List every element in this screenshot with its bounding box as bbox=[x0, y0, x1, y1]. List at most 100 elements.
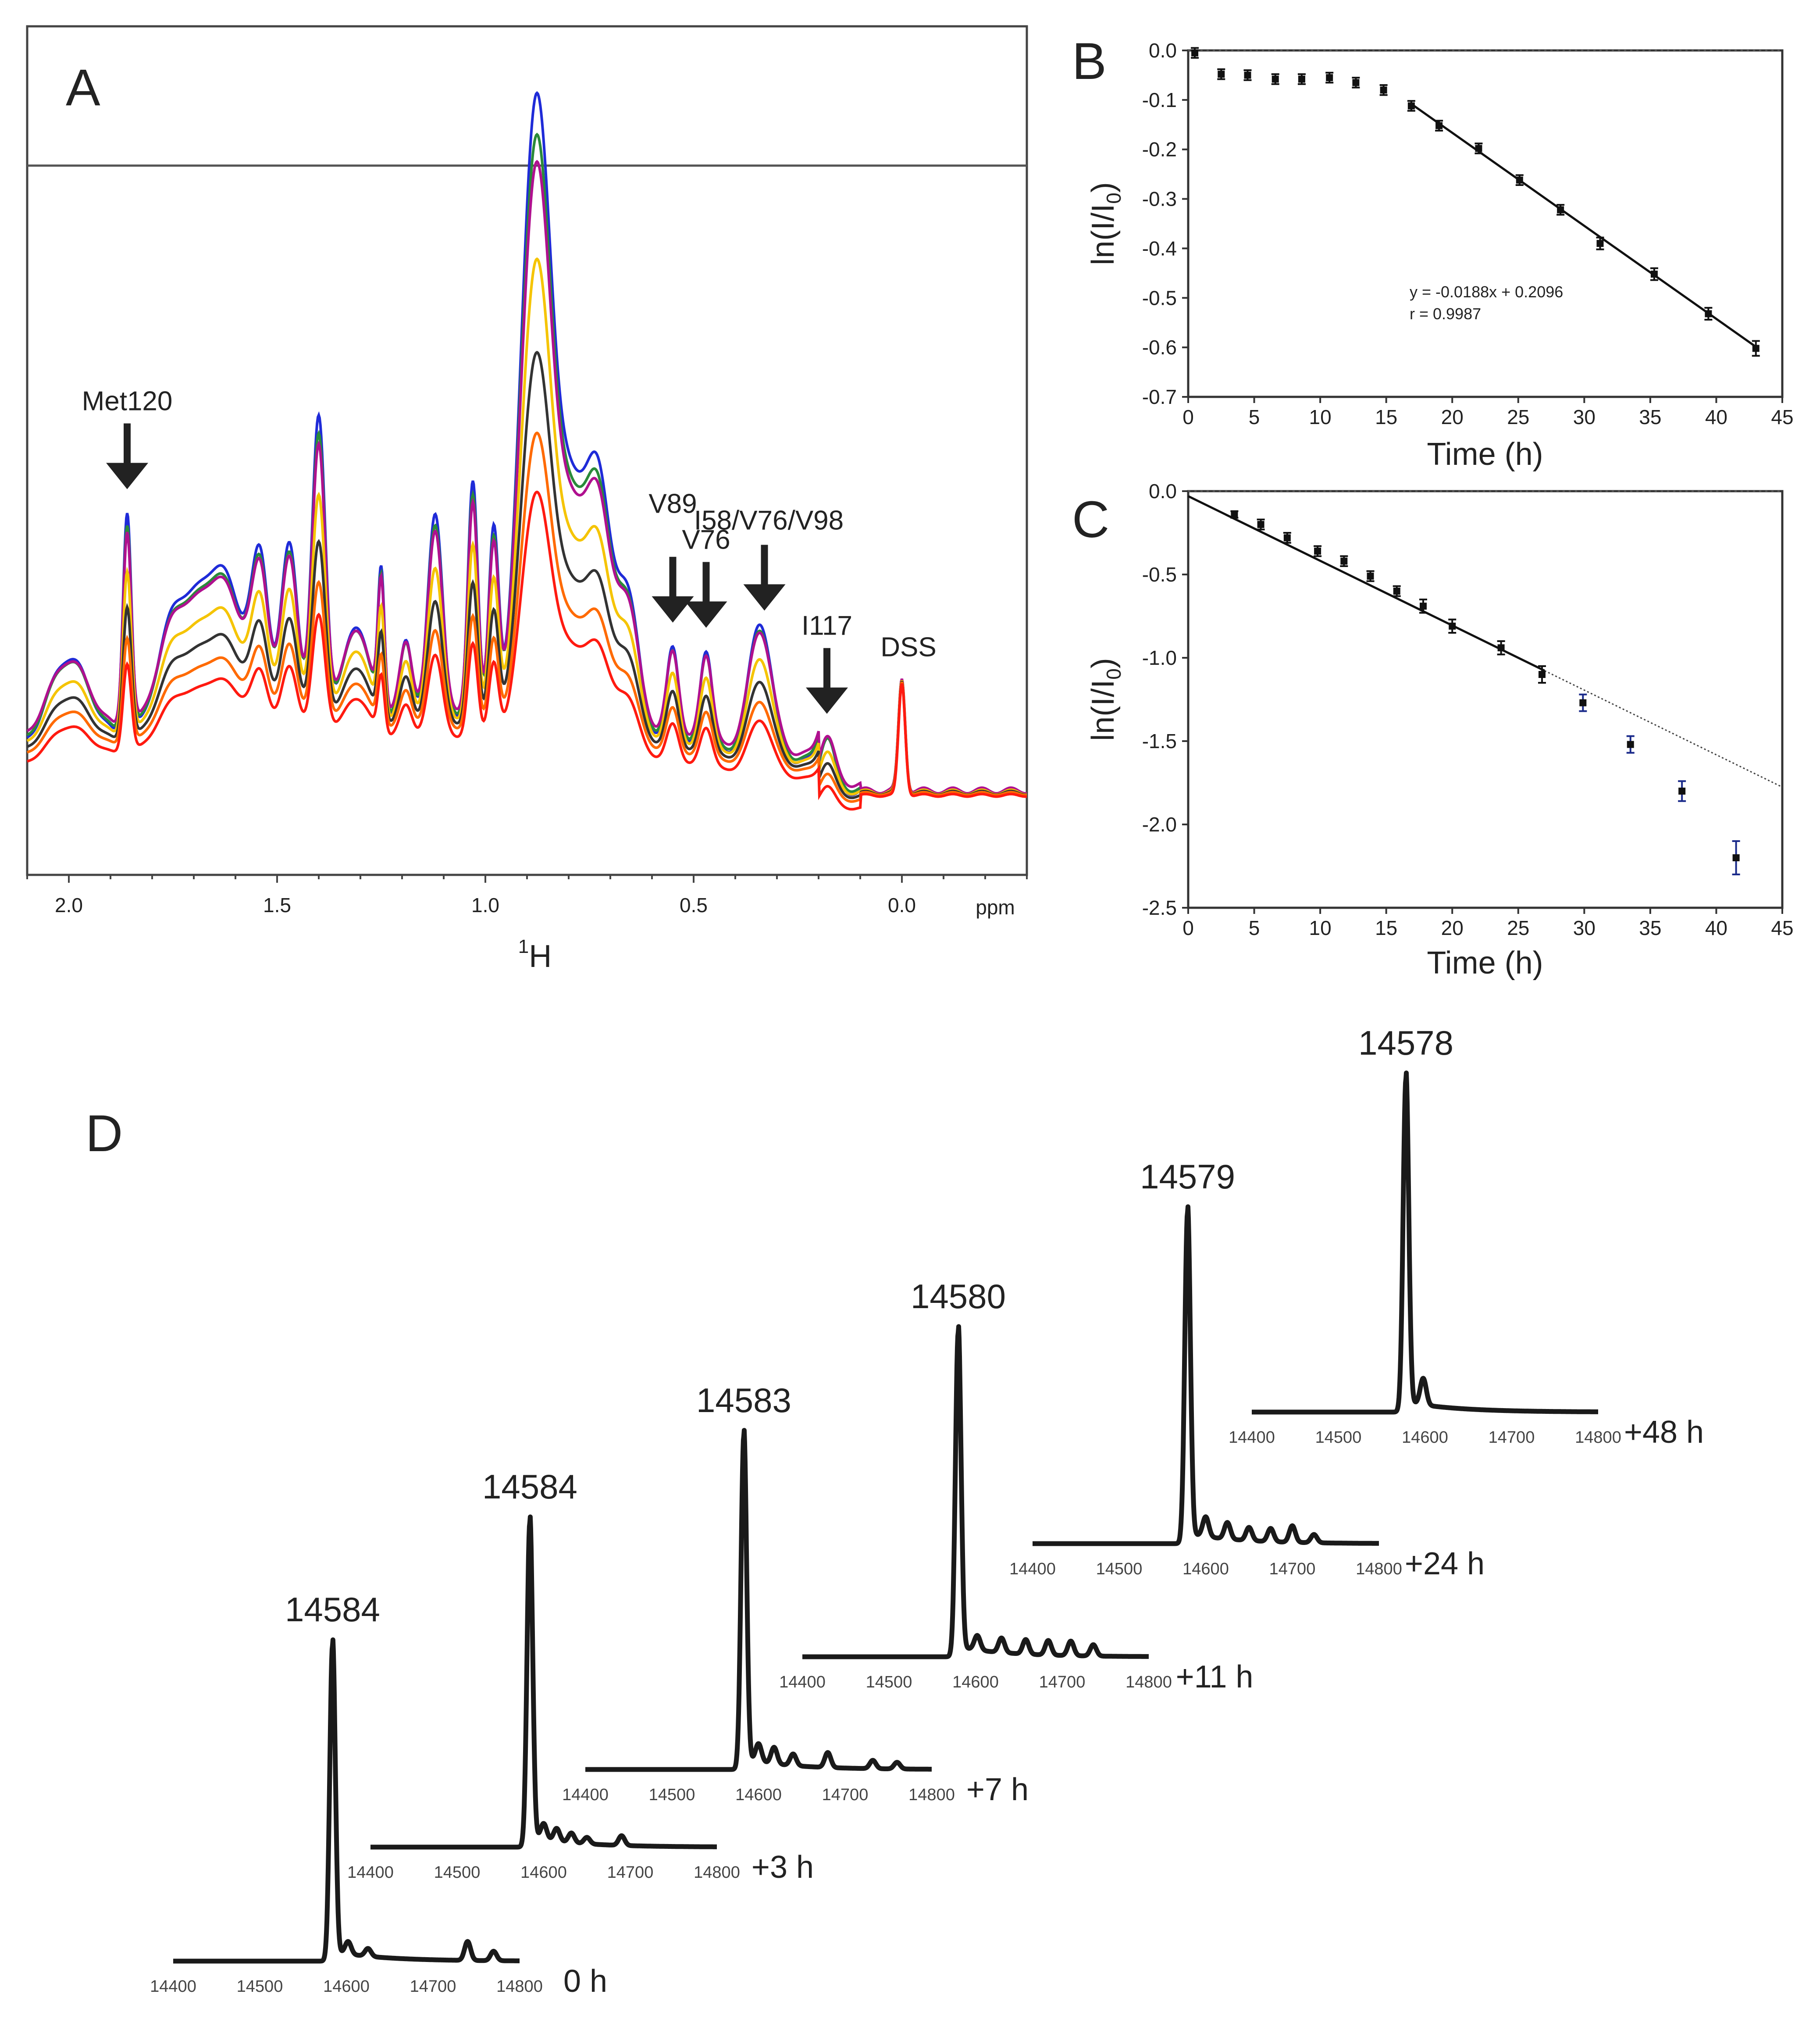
nmr-plot-frame bbox=[26, 25, 1028, 876]
plot-c-data-point bbox=[1678, 788, 1686, 795]
plot-c-data-point bbox=[1449, 622, 1456, 630]
mass-spectrum-0: 14400 14500 14600 14700 14800 14584 0 h bbox=[150, 1590, 607, 1999]
mass-spectrum-peak-label: 14580 bbox=[911, 1277, 1006, 1316]
plot-c-data-point bbox=[1732, 854, 1740, 861]
plot-c-data-point bbox=[1257, 521, 1264, 528]
annotation-dss: DSS bbox=[880, 632, 936, 663]
mass-spectrum-peak-label: 14584 bbox=[482, 1467, 577, 1506]
plot-b-data-point bbox=[1752, 345, 1759, 352]
plot-c-y-title-end: ) bbox=[1086, 658, 1121, 668]
mass-spectrum-time-label: +7 h bbox=[966, 1772, 1029, 1807]
nmr-series-orange bbox=[26, 431, 1027, 803]
plot-c-fit-extrapolation bbox=[1544, 670, 1783, 788]
plot-c-x-tick-label: 30 bbox=[1573, 917, 1596, 939]
plot-b-content: 0 5 10 15 20 25 30 35 40 45 0.0 -0.1 -0.2 -0.3 -0.4 -0.… bbox=[1142, 39, 1794, 428]
plot-b-data-point bbox=[1191, 49, 1199, 57]
plot-b-data-point bbox=[1407, 102, 1415, 110]
plot-c-data-point bbox=[1314, 547, 1321, 555]
mass-spectrum-tick-label: 14700 bbox=[1489, 1428, 1535, 1447]
plot-b-data-point bbox=[1352, 79, 1360, 86]
plot-b-x-tick-label: 5 bbox=[1249, 406, 1260, 428]
plot-b-fit-line bbox=[1410, 103, 1757, 348]
plot-c-x-tick-label: 5 bbox=[1249, 917, 1260, 939]
mass-spectrum-time-label: +3 h bbox=[752, 1850, 814, 1885]
mass-spectrum-time-label: 0 h bbox=[563, 1964, 607, 1999]
mass-spectrum-tick-label: 14800 bbox=[496, 1977, 543, 1996]
plot-c-x-tick-label: 15 bbox=[1375, 917, 1397, 939]
plot-b-y-title-main: ln(I/I bbox=[1086, 204, 1121, 265]
plot-b-data-point bbox=[1326, 74, 1333, 82]
annotation-met120: Met120 bbox=[82, 386, 173, 416]
mass-spectrum-tick-label: 14600 bbox=[1182, 1560, 1229, 1578]
plot-c-x-tick-label: 40 bbox=[1705, 917, 1727, 939]
plot-b-x-tick-label: 35 bbox=[1639, 406, 1661, 428]
plot-b-x-tick-label: 45 bbox=[1771, 406, 1793, 428]
nmr-x-tick-label: 1.0 bbox=[471, 894, 499, 917]
plot-c-data-point bbox=[1283, 534, 1291, 542]
plot-b-x-tick-label: 10 bbox=[1309, 406, 1332, 428]
nmr-x-tick-label: 1.5 bbox=[263, 894, 291, 917]
decay-plot-c: C 0 5 10 15 20 25 30 35 40 45 0.0 -0.5 -1.0 -1.5 -2.0 -… bbox=[1072, 480, 1794, 981]
mass-spectrum-trace bbox=[368, 1514, 719, 1850]
nmr-x-axis-nucleus: H bbox=[529, 939, 552, 974]
mass-spectrum-time-label: +11 h bbox=[1176, 1659, 1254, 1694]
mass-spectrum-tick-label: 14500 bbox=[1315, 1428, 1362, 1447]
plot-b-data-point bbox=[1650, 271, 1658, 278]
mass-spectrum-tick-label: 14800 bbox=[1125, 1673, 1172, 1691]
mass-spectrum-tick-label: 14800 bbox=[694, 1863, 740, 1882]
plot-c-y-title-sub: 0 bbox=[1102, 668, 1125, 680]
mass-spectrum-tick-label: 14400 bbox=[1009, 1560, 1056, 1578]
panel-d-letter: D bbox=[85, 1105, 123, 1163]
plot-b-data-point bbox=[1435, 122, 1443, 129]
plot-c-frame bbox=[1187, 490, 1784, 909]
mass-spectrum-trace bbox=[583, 1428, 934, 1772]
plot-b-data-point bbox=[1218, 71, 1225, 78]
arrow-head-met120 bbox=[106, 463, 148, 489]
plot-b-x-tick-label: 15 bbox=[1375, 406, 1397, 428]
plot-c-data-point bbox=[1393, 588, 1400, 595]
plot-c-y-tick-label: -1.5 bbox=[1142, 730, 1177, 753]
mass-spectrum-peak-label: 14578 bbox=[1358, 1024, 1453, 1062]
plot-c-y-tick-label: -1.0 bbox=[1142, 646, 1177, 669]
plot-b-data-point bbox=[1516, 176, 1523, 184]
plot-b-data-point bbox=[1244, 71, 1251, 79]
plot-c-x-tick-label: 0 bbox=[1182, 917, 1194, 939]
mass-spectrum-peak-label: 14583 bbox=[696, 1381, 791, 1420]
annotation-v89: V89 bbox=[648, 489, 697, 519]
plot-b-y-tick-label: -0.5 bbox=[1142, 286, 1177, 309]
nmr-x-tick-label: 2.0 bbox=[55, 894, 83, 917]
panel-a-letter: A bbox=[66, 59, 100, 117]
mass-spectrum-trace bbox=[800, 1324, 1151, 1659]
mass-spectrum-tick-label: 14700 bbox=[607, 1863, 654, 1882]
plot-b-data-point bbox=[1705, 310, 1712, 317]
nmr-x-axis-superscript: 1 bbox=[518, 936, 529, 957]
plot-b-x-tick-label: 40 bbox=[1705, 406, 1727, 428]
plot-c-data-point bbox=[1340, 557, 1348, 565]
plot-c-x-tick-label: 35 bbox=[1639, 917, 1661, 939]
plot-b-y-tick-label: 0.0 bbox=[1149, 39, 1177, 62]
plot-c-x-axis-title: Time (h) bbox=[1427, 945, 1543, 981]
mass-spectrum-tick-label: 14600 bbox=[323, 1977, 370, 1996]
mass-spectrum-4: 14400 14500 14600 14700 14800 14579 +24 h bbox=[1009, 1157, 1485, 1581]
annotation-v76: V76 bbox=[682, 525, 730, 555]
plot-c-x-tick-label: 20 bbox=[1441, 917, 1464, 939]
nmr-x-tick-label: 0.5 bbox=[680, 894, 708, 917]
mass-spectrum-3: 14400 14500 14600 14700 14800 14580 +11 h bbox=[779, 1277, 1253, 1694]
arrow-head-i117 bbox=[806, 687, 848, 714]
panel-b-letter: B bbox=[1072, 32, 1107, 90]
plot-c-x-tick-label: 25 bbox=[1507, 917, 1529, 939]
mass-spectrum-peak-label: 14579 bbox=[1140, 1157, 1235, 1196]
mass-spectrum-2: 14400 14500 14600 14700 14800 14583 +7 h bbox=[562, 1381, 1029, 1807]
plot-b-data-point bbox=[1272, 75, 1279, 83]
plot-c-y-tick-label: -0.5 bbox=[1142, 563, 1177, 586]
plot-c-data-point bbox=[1497, 644, 1505, 652]
nmr-x-tick-label: 0.0 bbox=[888, 894, 916, 917]
plot-c-data-point bbox=[1579, 699, 1587, 706]
plot-b-y-tick-label: -0.2 bbox=[1142, 138, 1177, 161]
nmr-series-blue bbox=[26, 91, 1027, 797]
annotation-i58-v76-v98: I58/V76/V98 bbox=[694, 505, 844, 535]
plot-b-y-tick-label: -0.6 bbox=[1142, 336, 1177, 359]
